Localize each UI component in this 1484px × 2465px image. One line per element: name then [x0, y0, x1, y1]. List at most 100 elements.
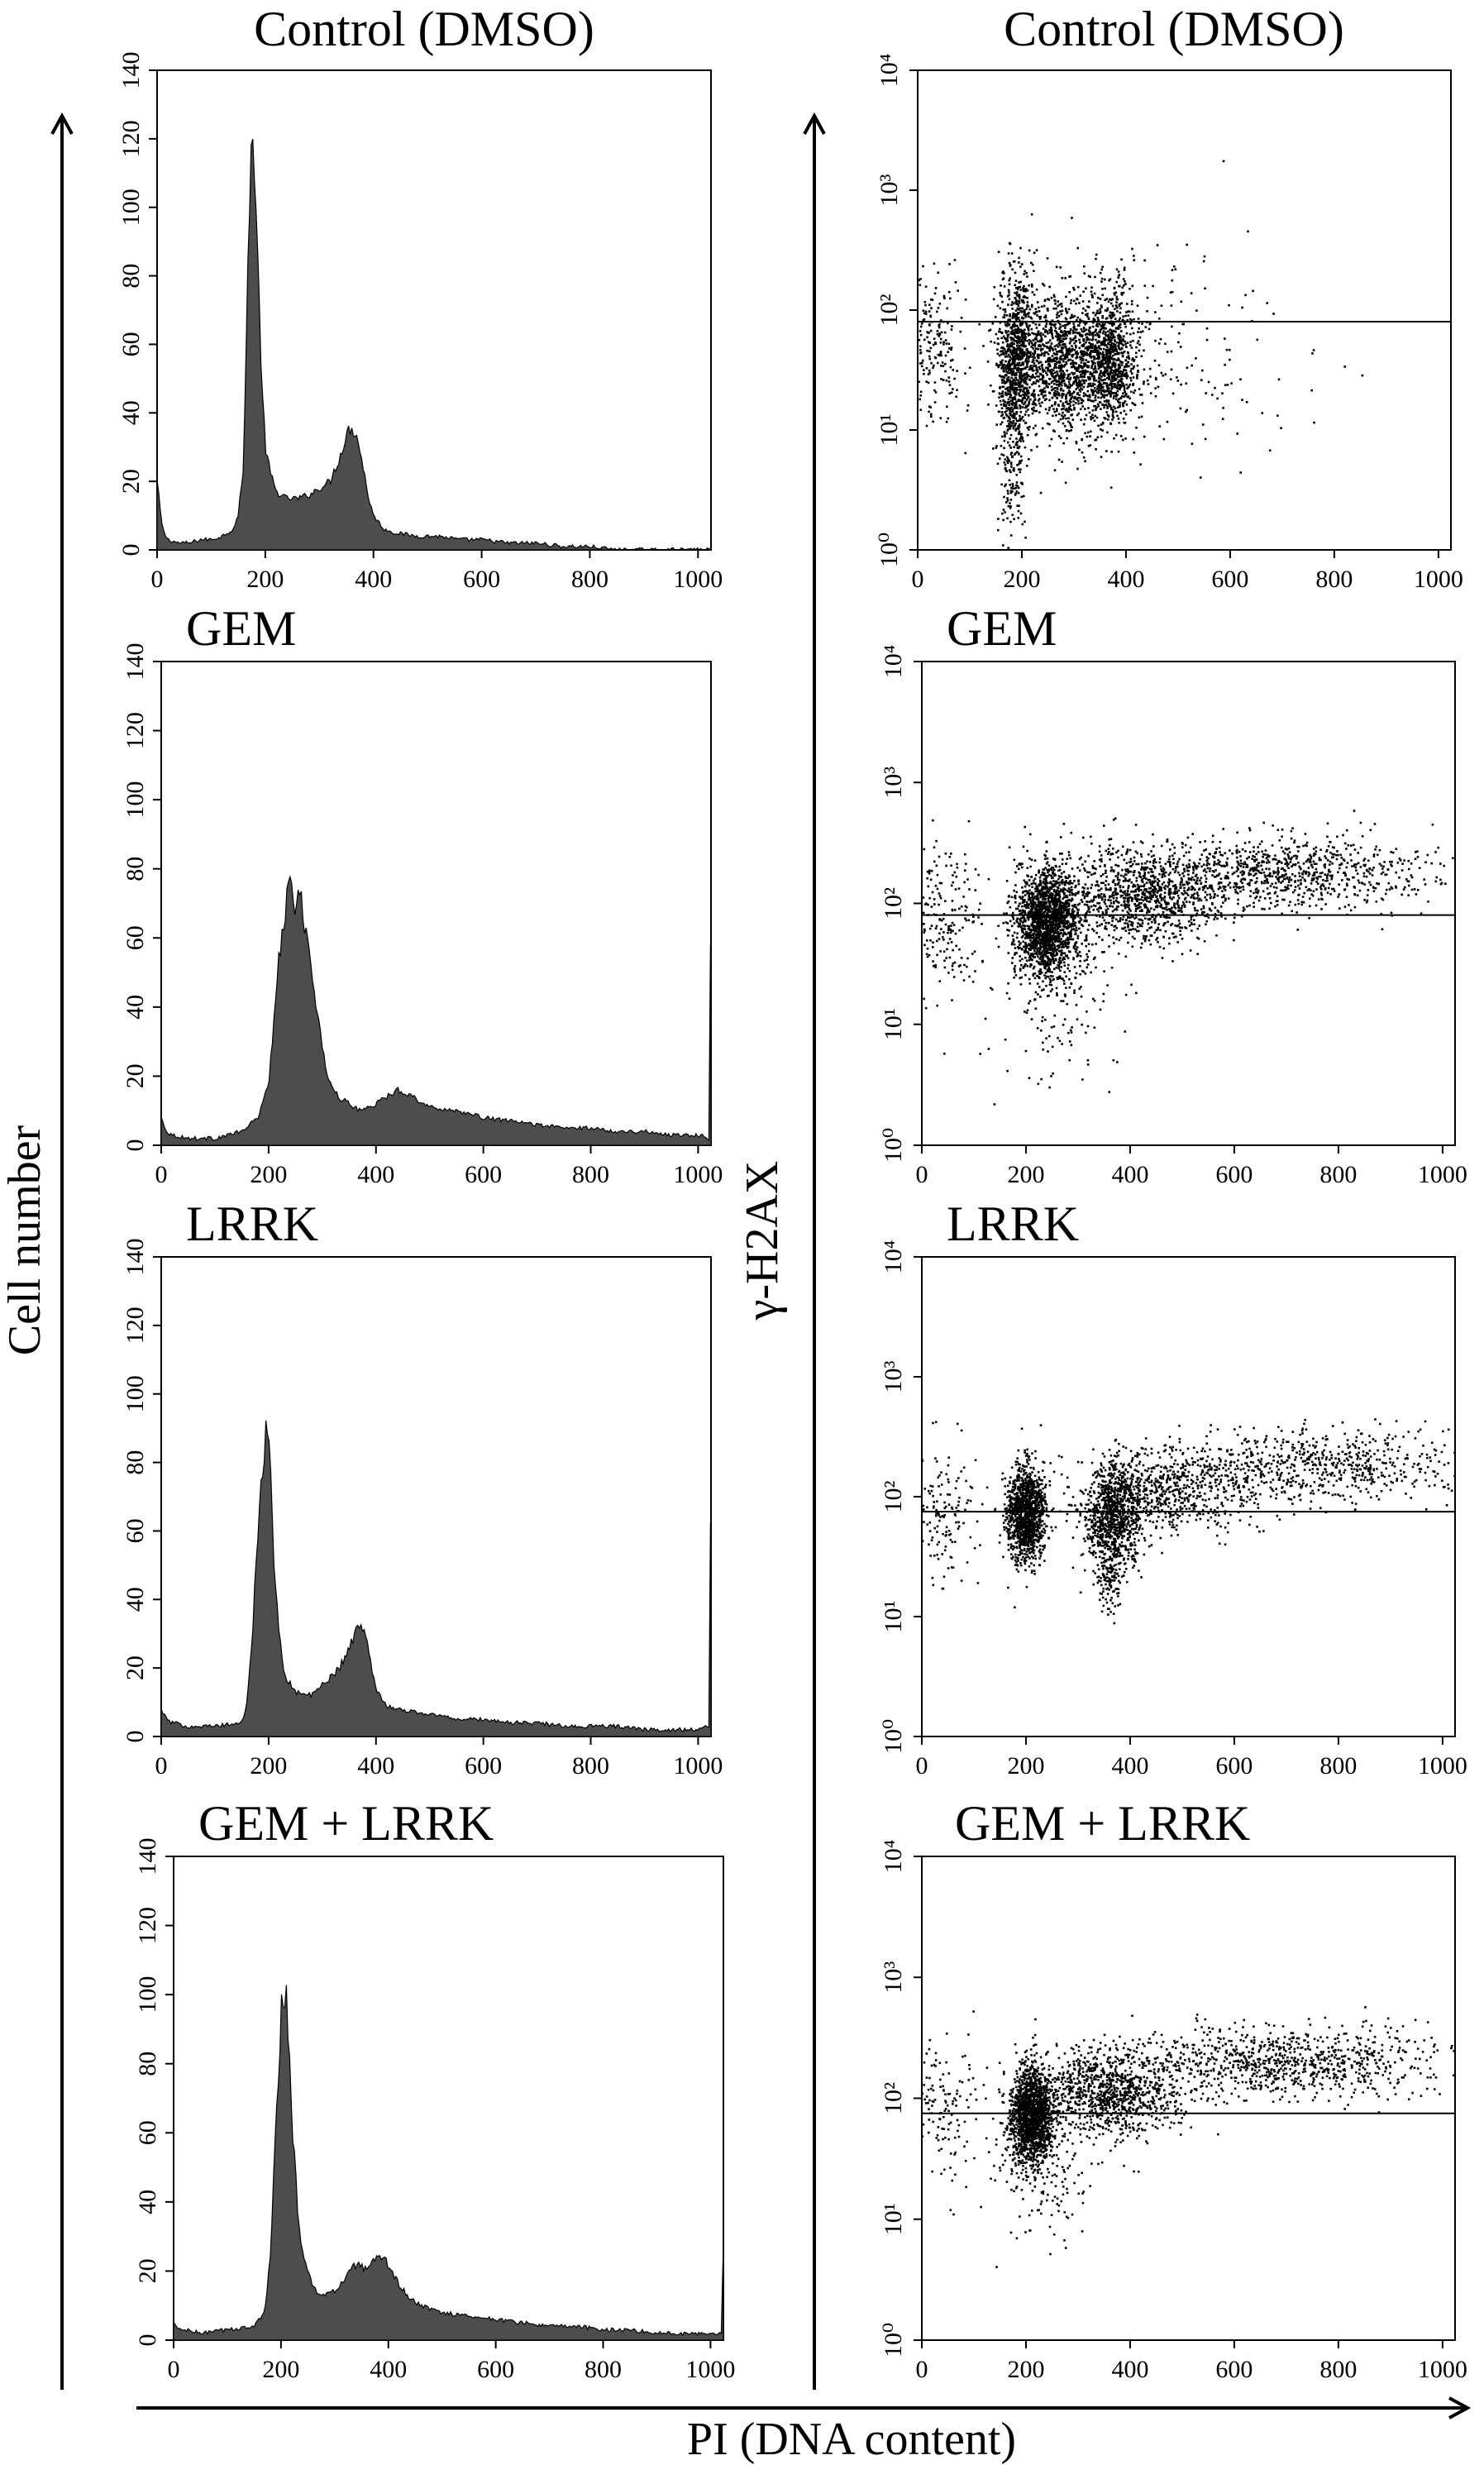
scatter-point: [1075, 351, 1077, 354]
scatter-point: [1013, 360, 1016, 363]
scatter-point: [1047, 423, 1049, 425]
scatter-point: [1036, 314, 1038, 317]
scatter-point: [1023, 381, 1025, 384]
scatter-point: [1135, 346, 1138, 349]
scatter-point: [1045, 975, 1048, 978]
scatter-point: [1045, 342, 1047, 345]
scatter-point: [1047, 369, 1049, 372]
scatter-point: [1052, 908, 1056, 911]
scatter-point: [1060, 408, 1063, 411]
scatter-point: [947, 417, 950, 420]
scatter-point: [1105, 354, 1108, 357]
scatter-point: [1132, 437, 1135, 441]
scatter-point: [1047, 309, 1049, 312]
scatter-point: [1075, 402, 1077, 404]
scatter-point: [1014, 279, 1018, 282]
scatter-point: [1019, 319, 1021, 322]
scatter-point: [1083, 342, 1086, 346]
scatter-point: [1012, 469, 1015, 471]
scatter-point: [925, 367, 928, 370]
scatter-point: [1020, 948, 1024, 950]
scatter-point: [1062, 337, 1065, 340]
scatter-point: [1117, 399, 1119, 403]
scatter-point: [1011, 934, 1014, 937]
scatter-point: [1043, 911, 1045, 914]
scatter-point: [1095, 416, 1099, 419]
scatter-point: [1107, 389, 1109, 393]
scatter-point: [1061, 414, 1063, 417]
scatter-point: [1099, 363, 1102, 365]
scatter-point: [1023, 890, 1025, 893]
scatter-point: [1049, 369, 1052, 371]
scatter-point: [1186, 243, 1188, 246]
scatter-point: [1001, 341, 1004, 344]
scatter-point: [1076, 903, 1080, 906]
scatter-point: [1133, 259, 1136, 261]
scatter-point: [1019, 512, 1023, 515]
scatter-point: [1038, 316, 1041, 318]
scatter-point: [1007, 371, 1010, 375]
scatter-point: [1043, 868, 1046, 871]
scatter-point: [938, 324, 940, 327]
scatter-point: [1038, 333, 1041, 336]
scatter-point: [1046, 308, 1049, 310]
scatter-point: [1054, 901, 1057, 905]
scatter-point: [1007, 330, 1009, 332]
scatter-point: [1063, 382, 1066, 385]
scatter-point: [1062, 916, 1065, 920]
scatter-point: [1024, 391, 1026, 394]
scatter-point: [1106, 308, 1109, 311]
scatter-point: [928, 342, 932, 344]
scatter-point: [1207, 380, 1210, 384]
scatter-point: [1018, 394, 1021, 397]
scatter-point: [1113, 383, 1116, 385]
scatter-point: [1022, 332, 1024, 336]
scatter-point: [1014, 349, 1016, 352]
scatter-point: [1123, 266, 1126, 270]
scatter-point: [1111, 418, 1114, 421]
scatter-point: [1038, 922, 1041, 924]
scatter-point: [1030, 905, 1033, 908]
scatter-point: [928, 324, 931, 327]
scatter-point: [1026, 849, 1028, 853]
scatter-point: [1032, 898, 1034, 901]
scatter-point: [1070, 362, 1072, 365]
scatter-point: [1013, 922, 1016, 924]
scatter-point: [1037, 955, 1039, 958]
scatter-point: [1072, 922, 1076, 925]
scatter-point: [1014, 380, 1016, 382]
scatter-point: [1023, 924, 1025, 927]
scatter-point: [929, 406, 932, 408]
scatter-point: [1102, 343, 1105, 346]
scatter-point: [924, 310, 928, 313]
scatter-point: [928, 410, 930, 413]
scatter-point: [928, 331, 931, 334]
scatter-point: [950, 359, 952, 362]
scatter-point: [1052, 294, 1056, 297]
scatter-point: [1105, 390, 1108, 393]
scatter-point: [1019, 390, 1022, 393]
scatter-point: [1051, 347, 1054, 351]
scatter-point: [1021, 307, 1024, 310]
scatter-point: [1006, 295, 1009, 298]
scatter-point: [1082, 327, 1086, 330]
scatter-point: [1027, 918, 1030, 921]
scatter-point: [1120, 340, 1123, 343]
scatter-point: [1014, 364, 1018, 366]
scatter-point: [1070, 398, 1072, 400]
scatter-point: [1042, 927, 1044, 930]
scatter-point: [1016, 353, 1019, 356]
scatter-point: [1019, 375, 1021, 379]
scatter-point: [1056, 992, 1058, 995]
scatter-point: [1030, 327, 1033, 331]
plot-frame: [173, 1856, 724, 2341]
scatter-point: [1133, 255, 1135, 257]
scatter-point: [1029, 900, 1032, 903]
scatter-point: [1026, 356, 1028, 359]
scatter-point: [1000, 421, 1004, 423]
scatter-point: [1001, 346, 1004, 349]
scatter-point: [1033, 312, 1035, 315]
scatter-point: [1118, 325, 1120, 327]
scatter-point: [1052, 939, 1055, 941]
scatter-point: [1068, 342, 1071, 345]
